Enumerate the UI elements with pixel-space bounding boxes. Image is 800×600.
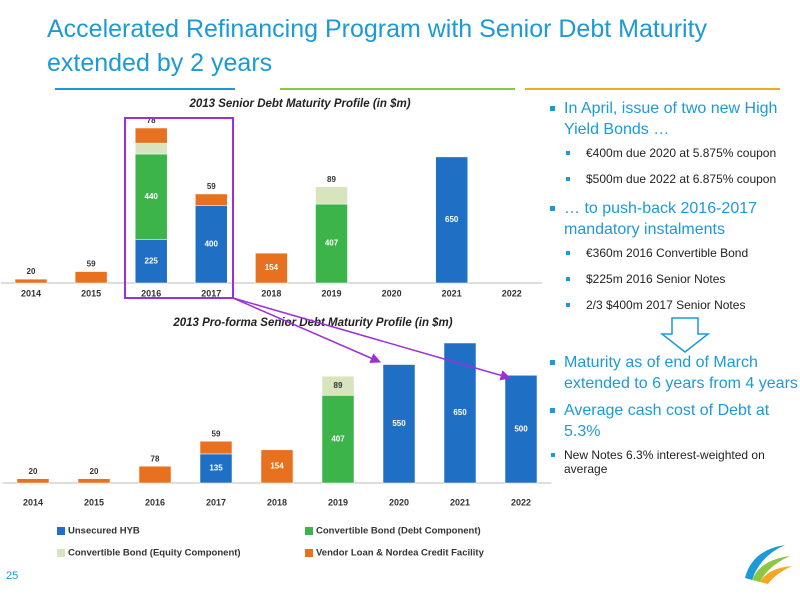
value-label: 650	[453, 408, 467, 417]
sub-bullet: 2/3 $400m 2017 Senior Notes	[548, 298, 798, 313]
x-tick-label: 2019	[328, 497, 348, 507]
page-number: 25	[6, 570, 19, 582]
bar-segment	[199, 453, 233, 484]
bar-segment	[315, 186, 348, 205]
bar-segment	[315, 203, 348, 284]
bar-segment	[14, 278, 48, 284]
value-label: 154	[265, 263, 279, 272]
logo	[745, 545, 792, 584]
bullet: Average cash cost of Debt at 5.3%	[548, 400, 798, 442]
legend-label: Unsecured HYB	[68, 526, 140, 537]
legend-label: Convertible Bond (Debt Component)	[316, 526, 481, 537]
sub-bullet: €400m due 2020 at 5.875% coupon	[548, 146, 798, 161]
x-tick-label: 2021	[450, 497, 470, 507]
value-label: 89	[327, 175, 336, 184]
legend-swatch	[305, 549, 313, 557]
arrow	[232, 297, 381, 364]
down-arrow	[659, 317, 711, 353]
x-tick-label: 2021	[442, 288, 462, 298]
bar-segment	[260, 449, 294, 484]
value-label: 59	[87, 260, 96, 269]
x-tick-label: 2022	[502, 288, 522, 298]
value-label: 20	[27, 267, 36, 276]
x-tick-label: 2015	[81, 288, 101, 298]
bar-segment	[77, 478, 111, 484]
x-tick-label: 2014	[21, 288, 41, 298]
legend-swatch	[57, 549, 65, 557]
arrow	[232, 297, 512, 381]
note: New Notes 6.3% interest-weighted on aver…	[548, 448, 798, 476]
bullet: In April, issue of two new High Yield Bo…	[548, 98, 798, 140]
value-label: 78	[151, 454, 160, 463]
value-label: 78	[147, 116, 156, 125]
x-tick-label: 2019	[321, 288, 341, 298]
sub-bullet: €360m 2016 Convertible Bond	[548, 246, 798, 261]
bullets-bottom: Maturity as of end of March extended to …	[548, 352, 798, 476]
value-label: 59	[207, 182, 216, 191]
bar-segment	[199, 440, 233, 455]
chart-title: 2013 Senior Debt Maturity Profile (in $m…	[188, 98, 410, 110]
bar-segment	[504, 375, 538, 484]
value-label: 20	[90, 467, 99, 476]
x-tick-label: 2014	[23, 497, 43, 507]
x-tick-label: 2018	[261, 288, 281, 298]
value-label: 89	[334, 381, 343, 390]
x-tick-label: 2022	[511, 497, 531, 507]
x-tick-label: 2017	[201, 288, 221, 298]
x-tick-label: 2016	[145, 497, 165, 507]
slide-title: Accelerated Refinancing Program with Sen…	[47, 15, 708, 77]
sub-bullet: $225m 2016 Senior Notes	[548, 272, 798, 287]
sub-bullet: $500m due 2022 at 6.875% coupon	[548, 172, 798, 187]
bullets-top: In April, issue of two new High Yield Bo…	[548, 98, 798, 324]
bar-segment	[134, 142, 168, 155]
bar-segment	[134, 127, 168, 144]
bullet: … to push-back 2016-2017 mandatory insta…	[548, 198, 798, 240]
value-label: 440	[145, 192, 159, 201]
x-tick-label: 2018	[267, 497, 287, 507]
legend-swatch	[57, 527, 65, 535]
legend-swatch	[305, 527, 313, 535]
x-tick-label: 2015	[84, 497, 104, 507]
bullet: Maturity as of end of March extended to …	[548, 352, 798, 394]
bar-segment	[321, 395, 355, 484]
value-label: 500	[514, 424, 528, 433]
x-tick-label: 2016	[141, 288, 161, 298]
value-label: 550	[392, 419, 406, 428]
bar-segment	[435, 156, 468, 284]
value-label: 225	[145, 256, 159, 265]
bar-segment	[382, 364, 416, 484]
x-tick-label: 2020	[389, 497, 409, 507]
bar-segment	[255, 252, 288, 284]
bar-segment	[74, 271, 108, 284]
bar-segment	[16, 478, 50, 484]
x-tick-label: 2020	[382, 288, 402, 298]
bar-segment	[321, 375, 355, 396]
value-label: 407	[325, 239, 339, 248]
x-tick-label: 2017	[206, 497, 226, 507]
value-label: 650	[445, 215, 459, 224]
value-label: 59	[212, 429, 221, 438]
legend-label: Convertible Bond (Equity Component)	[68, 548, 241, 559]
value-label: 407	[331, 434, 345, 443]
bar-segment	[195, 193, 228, 206]
bar-segment	[134, 153, 168, 240]
value-label: 135	[209, 464, 223, 473]
legend-label: Vendor Loan & Nordea Credit Facility	[316, 548, 485, 559]
value-label: 400	[205, 239, 219, 248]
value-label: 20	[29, 467, 38, 476]
value-label: 154	[270, 462, 284, 471]
highlight-box	[124, 117, 234, 299]
bar-segment	[138, 465, 172, 484]
chart-title: 2013 Pro-forma Senior Debt Maturity Prof…	[172, 317, 452, 329]
